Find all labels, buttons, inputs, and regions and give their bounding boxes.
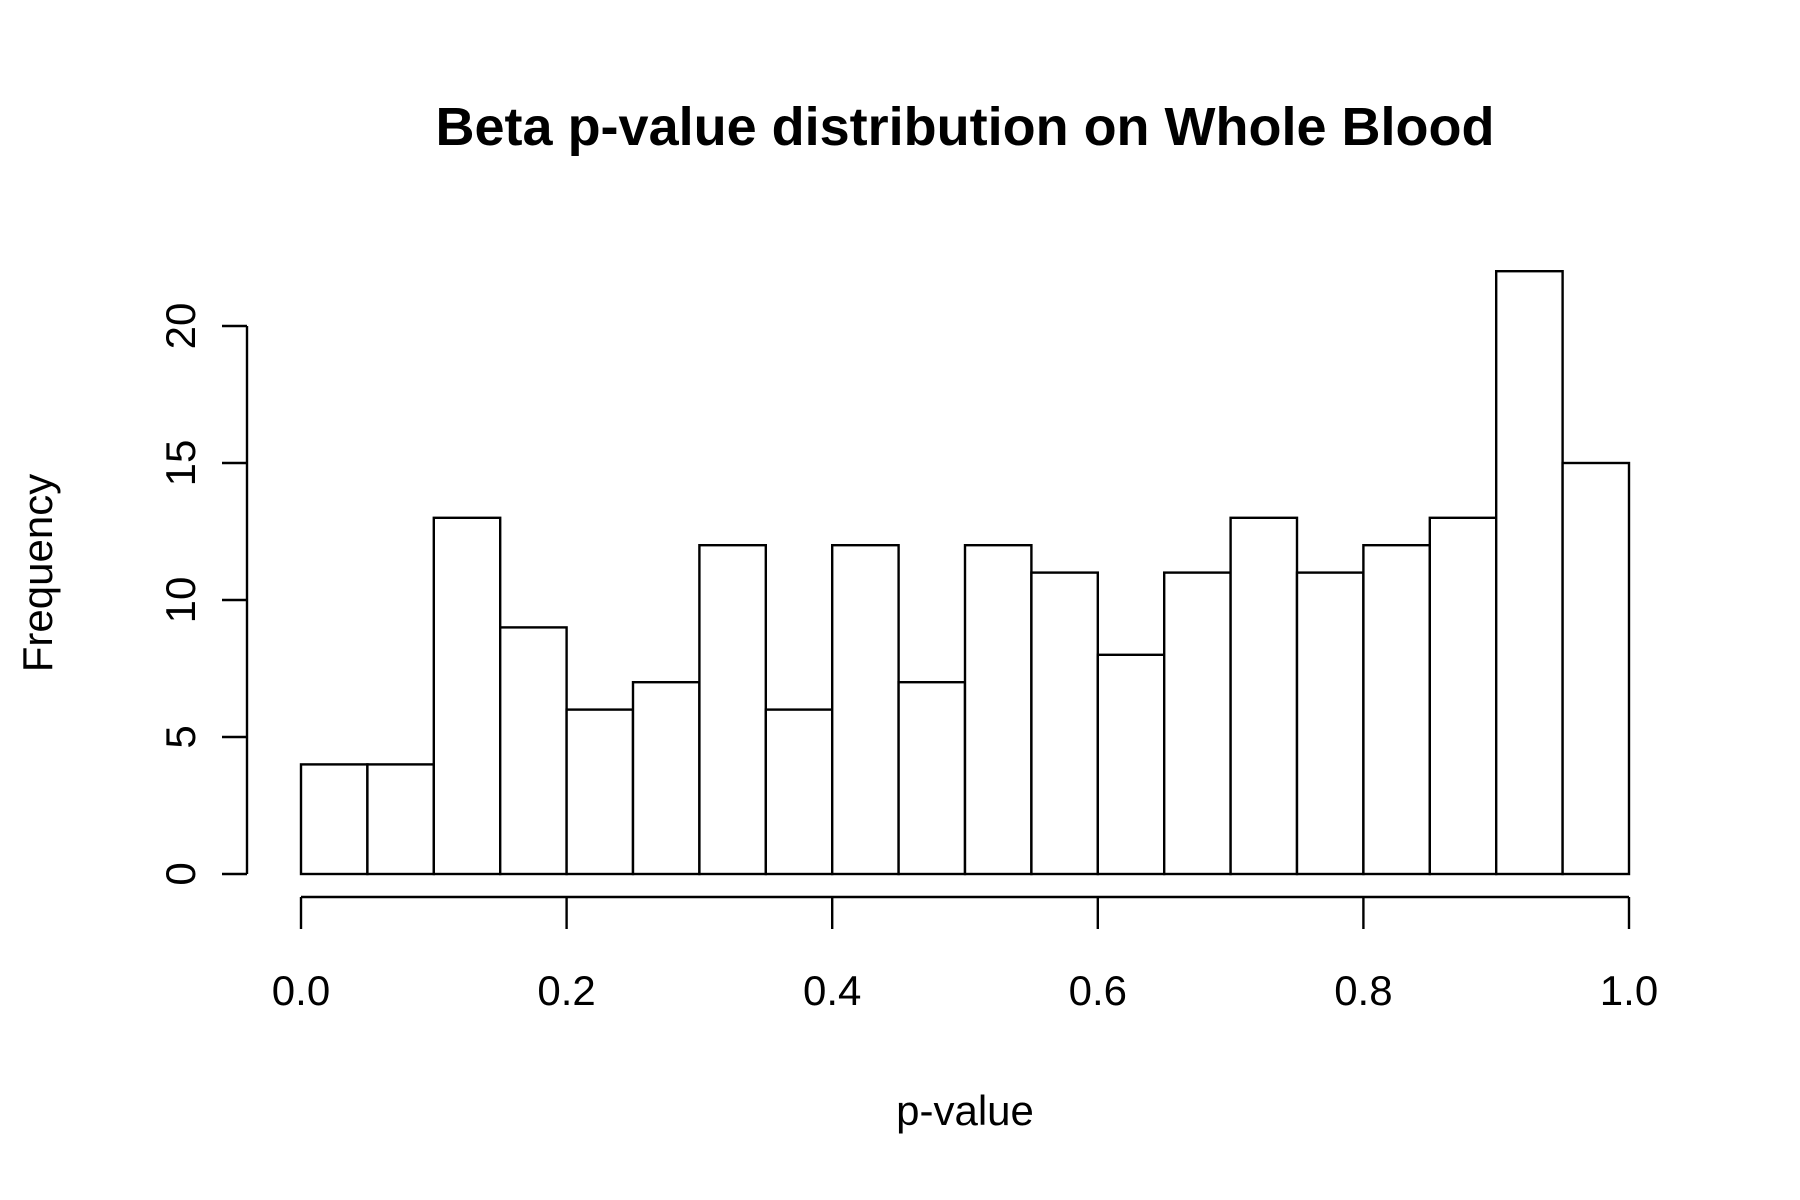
- histogram-bar: [432, 516, 502, 876]
- y-tick-label: 20: [157, 303, 204, 350]
- x-axis-title: p-value: [896, 1087, 1034, 1134]
- histogram-bar: [897, 681, 967, 876]
- y-tick-label: 5: [157, 725, 204, 748]
- histogram-bar: [499, 626, 568, 876]
- histogram-bar: [1362, 544, 1432, 876]
- histogram-bar: [963, 544, 1033, 876]
- histogram-bar: [1030, 571, 1100, 876]
- x-axis: 0.0 0.2 0.4 0.6 0.8 1.0: [272, 895, 1658, 1014]
- histogram-bar: [831, 544, 900, 876]
- histogram-bar: [565, 708, 635, 876]
- y-tick-label: 10: [157, 577, 204, 624]
- histogram-bar: [764, 708, 834, 876]
- chart-title: Beta p-value distribution on Whole Blood: [436, 97, 1495, 157]
- x-tick-label: 0.6: [1069, 967, 1127, 1014]
- x-tick-label: 0.0: [272, 967, 330, 1014]
- histogram-bar: [698, 544, 768, 876]
- histogram-bar: [1561, 461, 1631, 876]
- histogram-bar: [1162, 571, 1232, 876]
- histogram-bar: [1295, 571, 1365, 876]
- y-tick-label: 15: [157, 440, 204, 487]
- y-axis: 0 5 10 15 20: [157, 303, 249, 886]
- histogram-bar: [1494, 270, 1564, 876]
- y-axis-title: Frequency: [14, 474, 61, 672]
- x-tick-label: 0.8: [1334, 967, 1392, 1014]
- histogram-bar: [631, 681, 701, 876]
- histogram-bar: [1096, 653, 1166, 876]
- histogram-bar: [299, 763, 369, 876]
- histogram-bar: [366, 763, 435, 876]
- histogram-bar: [1229, 516, 1299, 876]
- histogram-bar: [1428, 516, 1498, 876]
- x-tick-label: 1.0: [1600, 967, 1658, 1014]
- x-tick-label: 0.4: [803, 967, 861, 1014]
- bars-group: [299, 270, 1631, 876]
- x-tick-label: 0.2: [537, 967, 595, 1014]
- y-tick-label: 0: [157, 862, 204, 885]
